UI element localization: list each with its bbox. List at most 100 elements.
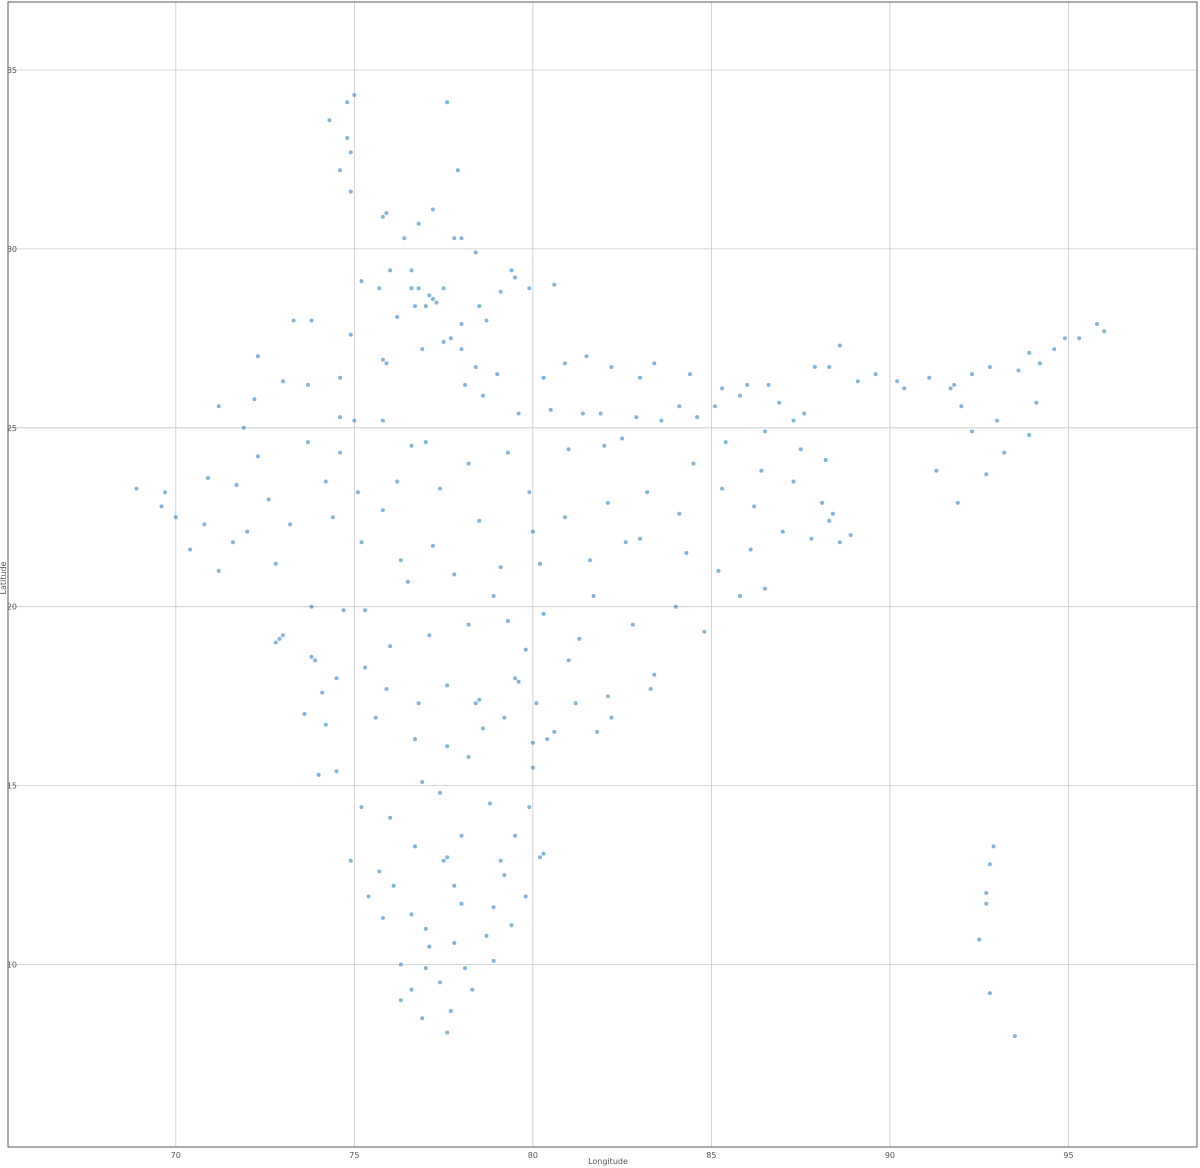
data-point: [534, 701, 539, 706]
data-point: [648, 687, 653, 691]
x-tick-labels: 70 75 80 85 90 95: [171, 1151, 1074, 1160]
data-point: [630, 622, 635, 627]
data-point: [1095, 322, 1099, 326]
data-point: [541, 611, 546, 616]
data-point: [812, 365, 817, 369]
data-point: [820, 500, 825, 505]
data-point: [498, 565, 503, 570]
data-point: [480, 726, 485, 731]
data-point: [498, 289, 503, 294]
data-point: [1012, 1034, 1017, 1039]
data-point: [837, 343, 842, 348]
data-point: [302, 712, 307, 716]
data-point: [305, 440, 310, 445]
data-point: [584, 354, 589, 359]
data-point: [423, 304, 428, 309]
data-point: [623, 540, 628, 545]
data-point: [480, 393, 485, 398]
data-point: [491, 905, 496, 910]
data-point: [459, 833, 464, 838]
x-tick-label: 70: [171, 1151, 181, 1160]
data-point: [438, 790, 442, 795]
data-point: [902, 386, 907, 391]
data-point: [516, 411, 521, 416]
data-point: [513, 275, 517, 280]
data-point: [206, 475, 210, 480]
data-point: [459, 347, 464, 352]
data-point: [409, 912, 414, 917]
data-point: [1002, 450, 1007, 455]
y-tick-label: 25: [7, 424, 17, 433]
data-point: [420, 347, 425, 352]
data-point: [234, 483, 239, 487]
data-point: [473, 365, 478, 369]
data-point: [984, 901, 989, 906]
data-point: [955, 500, 960, 505]
data-point: [459, 236, 464, 241]
data-point: [509, 923, 514, 928]
data-point: [241, 425, 246, 430]
data-point: [1034, 400, 1039, 405]
data-point: [413, 304, 417, 309]
data-point: [327, 118, 332, 123]
data-point: [477, 518, 482, 523]
data-point: [952, 382, 957, 387]
data-point: [659, 418, 664, 423]
data-point: [384, 687, 389, 691]
y-tick-labels: 10 15 20 25 30 35: [7, 66, 17, 970]
data-point: [577, 636, 582, 641]
data-point: [380, 418, 385, 423]
data-point: [791, 479, 796, 484]
data-point: [452, 236, 457, 241]
data-point: [266, 497, 271, 502]
data-point: [987, 991, 992, 996]
data-point: [987, 365, 992, 369]
data-point: [1102, 329, 1107, 334]
data-point: [280, 379, 285, 384]
data-point: [402, 236, 407, 241]
data-point: [473, 701, 478, 706]
data-point: [530, 765, 535, 770]
data-point: [434, 300, 439, 305]
data-point: [363, 665, 368, 670]
data-point: [541, 375, 546, 380]
data-point: [420, 1016, 425, 1021]
data-point: [595, 729, 600, 734]
x-tick-label: 85: [706, 1151, 716, 1160]
data-point: [445, 855, 450, 860]
data-point: [330, 515, 335, 520]
data-point: [188, 547, 193, 552]
data-point: [523, 894, 528, 899]
data-point: [688, 372, 692, 377]
data-point: [445, 683, 450, 688]
y-tick-label: 10: [7, 961, 17, 970]
data-point: [323, 722, 328, 727]
data-point: [466, 461, 471, 466]
data-point: [1077, 336, 1082, 341]
data-point: [427, 293, 432, 298]
data-point: [720, 486, 725, 491]
data-points: [134, 93, 1107, 1039]
data-point: [448, 336, 453, 341]
data-point: [313, 658, 318, 663]
data-point: [359, 805, 364, 810]
data-point: [398, 998, 403, 1003]
data-point: [423, 966, 428, 971]
data-point: [759, 468, 764, 473]
data-point: [477, 304, 482, 309]
data-point: [970, 372, 975, 377]
data-point: [459, 322, 464, 326]
data-point: [638, 375, 642, 380]
data-point: [273, 640, 278, 645]
data-point: [338, 450, 343, 455]
data-point: [1052, 347, 1057, 352]
data-point: [530, 740, 535, 745]
data-point: [605, 500, 610, 505]
data-point: [430, 543, 435, 548]
data-point: [391, 883, 396, 888]
data-point: [459, 901, 464, 906]
data-point: [566, 447, 571, 452]
data-point: [798, 447, 803, 452]
